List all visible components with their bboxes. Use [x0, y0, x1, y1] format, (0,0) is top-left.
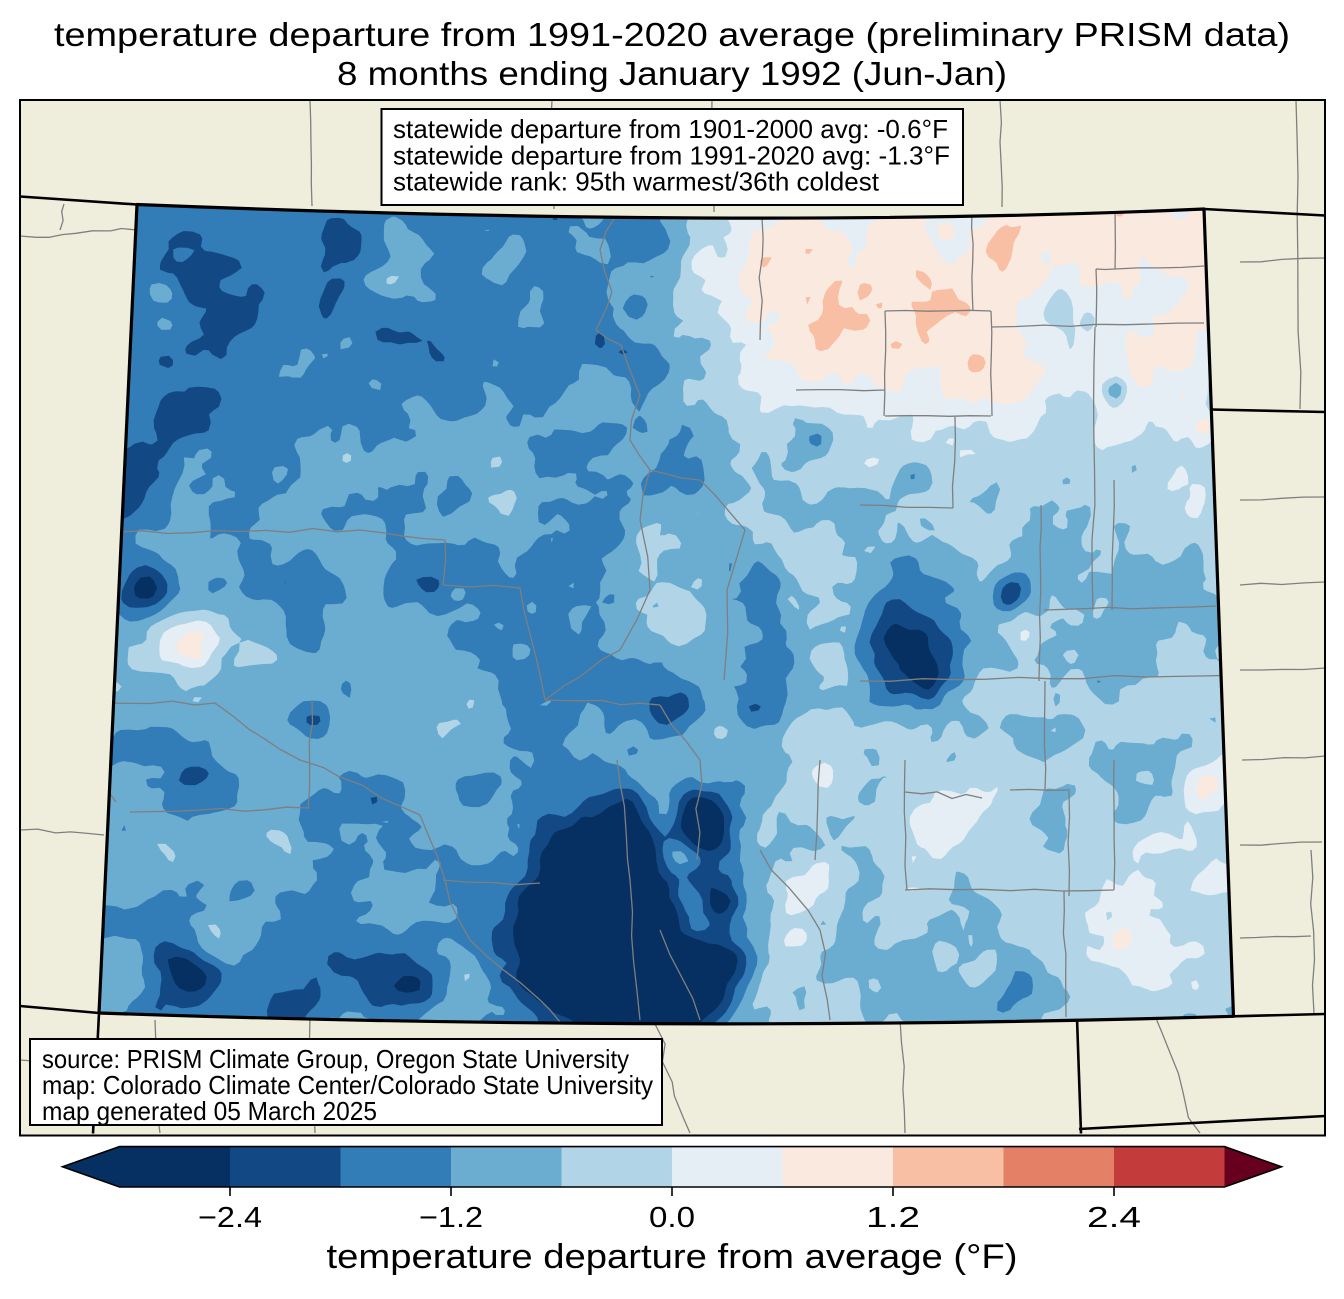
svg-text:statewide departure from 1901-: statewide departure from 1901-2000 avg: … — [393, 114, 948, 144]
svg-text:2.4: 2.4 — [1087, 1202, 1141, 1234]
svg-text:1.2: 1.2 — [866, 1202, 920, 1234]
svg-text:−2.4: −2.4 — [198, 1202, 262, 1234]
svg-text:0.0: 0.0 — [649, 1202, 695, 1234]
svg-text:map: Colorado Climate Center/C: map: Colorado Climate Center/Colorado St… — [42, 1070, 653, 1100]
svg-text:source: PRISM Climate Group, O: source: PRISM Climate Group, Oregon Stat… — [42, 1044, 629, 1074]
svg-text:statewide rank: 95th warmest/3: statewide rank: 95th warmest/36th coldes… — [393, 167, 880, 197]
svg-text:statewide departure from 1991-: statewide departure from 1991-2020 avg: … — [393, 140, 950, 170]
svg-text:temperature departure from ave: temperature departure from average (°F) — [327, 1238, 1018, 1276]
svg-text:−1.2: −1.2 — [419, 1202, 483, 1234]
svg-text:map generated 05 March 2025: map generated 05 March 2025 — [42, 1096, 377, 1126]
svg-text:temperature departure from 199: temperature departure from 1991-2020 ave… — [54, 16, 1290, 53]
svg-text:8 months ending January 1992 (: 8 months ending January 1992 (Jun-Jan) — [337, 55, 1007, 92]
